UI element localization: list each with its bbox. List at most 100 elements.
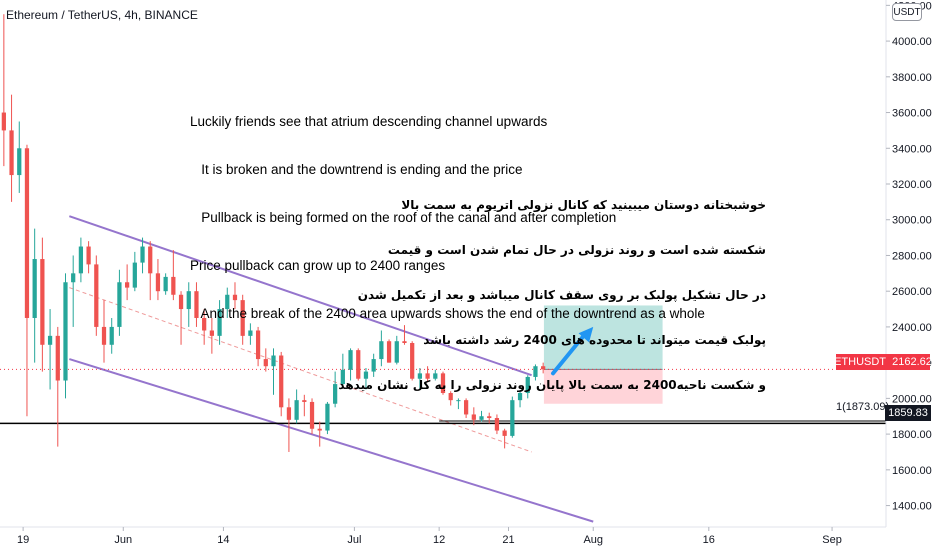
candle-body xyxy=(471,414,476,420)
arrow-shaft[interactable] xyxy=(551,331,588,376)
candle xyxy=(417,368,423,390)
symbol-label: ETHUSDT xyxy=(834,356,887,368)
english-annotation: Luckily friends see that atrium descendi… xyxy=(190,82,705,354)
candles xyxy=(1,14,546,452)
time-tick-label: Sep xyxy=(822,534,842,546)
candle xyxy=(225,287,230,318)
time-tick-label: Jun xyxy=(114,534,132,546)
candle xyxy=(86,241,91,274)
price-tick-label: 2600.00 xyxy=(892,286,932,298)
candle xyxy=(109,317,114,354)
candle xyxy=(379,330,384,367)
candle xyxy=(463,398,469,419)
candle-body xyxy=(240,300,245,336)
candle-body xyxy=(525,376,530,394)
candle-body xyxy=(463,400,469,415)
candle xyxy=(117,269,122,336)
candle xyxy=(471,407,476,426)
candle-body xyxy=(371,359,376,372)
candle xyxy=(340,353,345,388)
english-line: Pullback is being formed on the roof of … xyxy=(190,210,617,225)
level-price-tag: 1859.83 xyxy=(885,405,931,421)
candle-body xyxy=(433,373,438,379)
candle xyxy=(32,228,37,363)
candle xyxy=(255,326,261,367)
candle xyxy=(517,391,523,408)
time-axis[interactable]: 19 Jun 14 Jul 12 21 Aug 16 Sep xyxy=(0,526,886,550)
candle-body xyxy=(155,273,161,292)
time-tick-label: 14 xyxy=(217,534,229,546)
price-tick-label: 4000.00 xyxy=(892,36,932,48)
candle-body xyxy=(171,276,176,295)
currency-button[interactable]: USDT xyxy=(892,3,922,21)
price-tick-label: 2800.00 xyxy=(892,250,932,262)
candle xyxy=(325,401,330,435)
candle-body xyxy=(9,130,14,176)
candle-body xyxy=(86,246,91,265)
candle xyxy=(348,348,353,381)
candle-body xyxy=(255,330,261,360)
candle-body xyxy=(379,341,384,360)
candle xyxy=(202,309,207,345)
candle-body xyxy=(132,262,137,288)
candle-body xyxy=(209,330,214,336)
candle-body xyxy=(541,366,546,370)
candle xyxy=(302,394,307,417)
channel-lower-line[interactable] xyxy=(69,358,594,523)
candle xyxy=(479,410,484,422)
current-price-tag: ETHUSDT 2162.62 xyxy=(834,354,932,370)
candle xyxy=(410,341,415,381)
candle-body xyxy=(533,366,538,377)
candle-body xyxy=(202,317,207,331)
candle-body xyxy=(456,400,461,402)
candle xyxy=(47,309,53,390)
time-tick-label: 19 xyxy=(17,534,29,546)
candle-body xyxy=(140,246,145,263)
candle-body xyxy=(148,246,153,274)
candle xyxy=(271,348,276,395)
candle-body xyxy=(294,400,299,420)
candle xyxy=(394,335,399,365)
candle xyxy=(240,294,245,345)
candle-body xyxy=(417,373,423,379)
channel-upper-line[interactable] xyxy=(69,215,532,377)
candle xyxy=(371,353,376,377)
candle xyxy=(140,237,145,274)
candle-body xyxy=(186,291,191,310)
direction-arrow[interactable] xyxy=(551,326,594,376)
candle-body xyxy=(440,373,446,394)
candle-body xyxy=(125,282,130,288)
candle xyxy=(286,398,292,452)
loss-zone[interactable] xyxy=(543,369,663,404)
candle xyxy=(363,368,369,390)
price-tick-label: 3200.00 xyxy=(892,179,932,191)
candle xyxy=(217,300,222,345)
time-tick-label: 16 xyxy=(703,534,715,546)
candle xyxy=(448,391,453,406)
candle-body xyxy=(163,276,168,292)
candle xyxy=(510,396,515,438)
english-line: It is broken and the downtrend is ending… xyxy=(190,162,523,177)
candle-body xyxy=(194,291,199,318)
candle xyxy=(433,369,438,381)
candle-body xyxy=(286,407,292,420)
price-axis[interactable]: 1400.001600.001800.002000.002200.002400.… xyxy=(885,0,932,550)
candle xyxy=(178,291,184,345)
candle-body xyxy=(1,112,6,131)
candle xyxy=(186,282,191,327)
candle-body xyxy=(279,355,284,408)
arrow-head[interactable] xyxy=(578,326,594,343)
candle xyxy=(425,366,430,383)
price-tick-label: 2000.00 xyxy=(892,393,932,405)
candle xyxy=(71,255,76,327)
candle xyxy=(163,273,168,295)
candle-body xyxy=(502,430,507,436)
candle-body xyxy=(410,342,415,379)
candle-body xyxy=(109,326,114,345)
candle xyxy=(333,371,338,408)
price-tick-label: 3400.00 xyxy=(892,143,932,155)
candle xyxy=(456,398,461,410)
candle xyxy=(55,326,60,447)
candle-body xyxy=(55,335,60,381)
